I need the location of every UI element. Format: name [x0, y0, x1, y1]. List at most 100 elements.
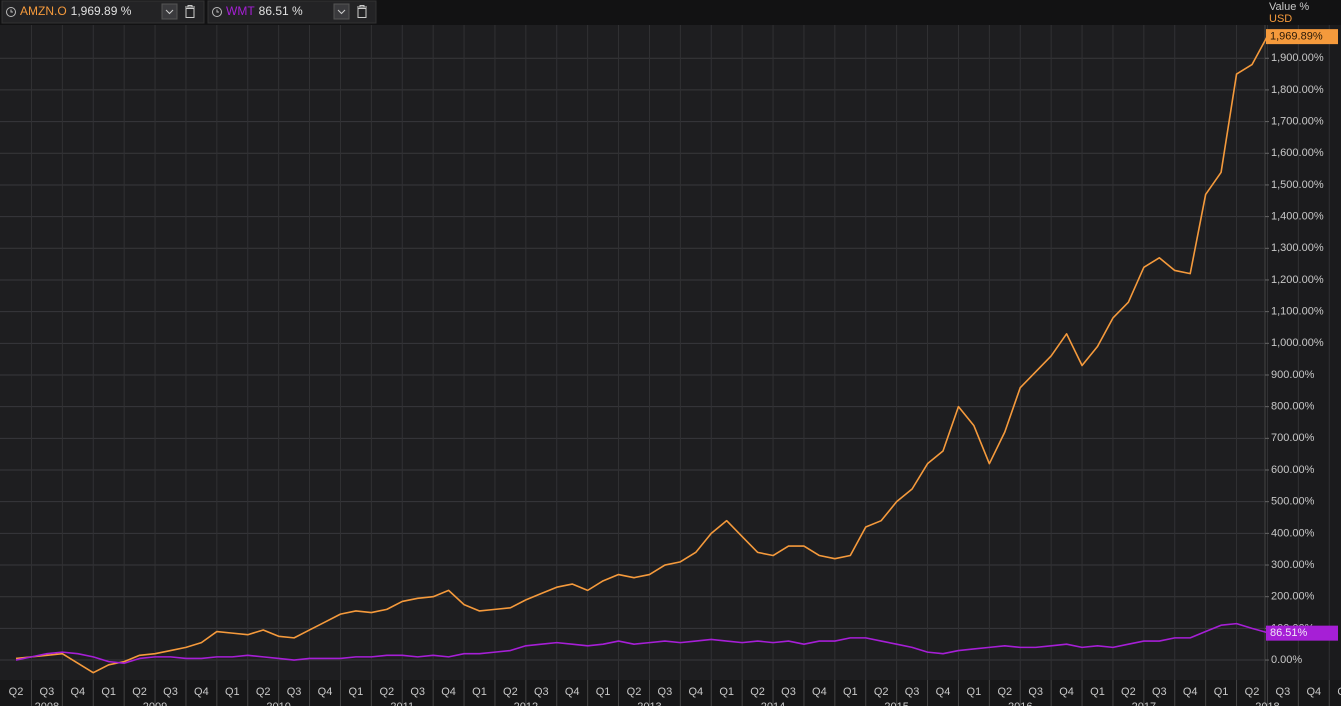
x-tick-label: Q3: [1276, 686, 1291, 698]
clock-hands: [10, 9, 13, 13]
x-tick-label: Q4: [1059, 686, 1074, 698]
x-tick-label: Q1: [101, 686, 116, 698]
x-group-label: 2009: [143, 701, 167, 706]
legend-value: 86.51 %: [259, 4, 303, 18]
x-tick-label: Q4: [688, 686, 703, 698]
legend-name: AMZN.O: [20, 4, 67, 18]
legend: AMZN.O 1,969.89 % WMT 86.51 %: [1, 0, 377, 24]
x-tick-label: Q4: [194, 686, 209, 698]
x-tick-label: Q3: [534, 686, 549, 698]
y-tick-label: 400.00%: [1271, 527, 1315, 539]
x-tick-label: Q2: [997, 686, 1012, 698]
badge-bg: [1266, 29, 1338, 45]
y-tick-label: 200.00%: [1271, 591, 1315, 603]
x-group-label: 2014: [761, 701, 785, 706]
clock-icon: [212, 7, 222, 17]
y-tick-label: 700.00%: [1271, 432, 1315, 444]
x-axis-band: [0, 680, 1341, 706]
legend-chip[interactable]: AMZN.O 1,969.89 %: [1, 0, 205, 24]
x-tick-label: Q4: [318, 686, 333, 698]
x-tick-label: Q2: [750, 686, 765, 698]
clock-icon: [6, 7, 16, 17]
y-axis-label: Value %: [1269, 1, 1309, 13]
grid: [0, 25, 1330, 680]
legend-name: WMT: [226, 4, 255, 18]
y-tick-label: 900.00%: [1271, 369, 1315, 381]
x-group-label: 2012: [514, 701, 538, 706]
x-group-label: 2016: [1008, 701, 1032, 706]
y-tick-label: 1,300.00%: [1271, 242, 1324, 254]
x-tick-label: Q1: [1214, 686, 1229, 698]
x-tick-label: Q2: [874, 686, 889, 698]
y-tick-label: 1,100.00%: [1271, 306, 1324, 318]
x-tick-label: Q1: [967, 686, 982, 698]
y-tick-label: 1,000.00%: [1271, 337, 1324, 349]
clock-hands: [216, 9, 219, 13]
x-group-label: 2013: [637, 701, 661, 706]
series-line: [15, 622, 1268, 665]
series-line: [15, 35, 1269, 674]
x-tick-label: Q2: [379, 686, 394, 698]
x-tick-label: Q3: [781, 686, 796, 698]
x-tick-label: Q4: [1306, 686, 1321, 698]
y-tick-label: 800.00%: [1271, 401, 1315, 413]
legend-value: 1,969.89 %: [71, 4, 132, 18]
x-tick-label: Q3: [658, 686, 673, 698]
x-tick-label: Q1: [472, 686, 487, 698]
x-tick-label: Q3: [163, 686, 178, 698]
x-tick-label: Q3: [1028, 686, 1043, 698]
x-tick-label: Q1: [596, 686, 611, 698]
delete-icon[interactable]: [185, 5, 195, 18]
badge-bg: [1266, 625, 1338, 641]
x-tick-label: Q1: [225, 686, 240, 698]
dropdown-arrow: [165, 9, 174, 15]
last-value-badge: 1,969.89%: [1266, 29, 1338, 45]
y-tick-label: 1,900.00%: [1271, 52, 1324, 64]
y-axis-unit: USD: [1269, 13, 1292, 25]
x-group-label: 2008: [35, 701, 59, 706]
x-tick-label: Q1: [1090, 686, 1105, 698]
x-tick-label: Q2: [1245, 686, 1260, 698]
x-tick-label: Q2: [132, 686, 147, 698]
x-tick-label: Q4: [812, 686, 827, 698]
x-tick-label: Q2: [627, 686, 642, 698]
x-tick-label: Q2: [1121, 686, 1136, 698]
x-tick-label: Q3: [1152, 686, 1167, 698]
y-tick-label: 1,700.00%: [1271, 116, 1324, 128]
x-tick-label: Q4: [441, 686, 456, 698]
x-tick-label: Q4: [70, 686, 85, 698]
x-tick-label: Q2: [503, 686, 518, 698]
dropdown-button[interactable]: [161, 3, 178, 20]
x-tick-label: Q1: [349, 686, 364, 698]
x-group-label: 2010: [266, 701, 290, 706]
y-tick-label: 1,500.00%: [1271, 179, 1324, 191]
x-tick-label: Q4: [936, 686, 951, 698]
badge-label: 86.51%: [1270, 627, 1308, 639]
y-tick-label: 1,600.00%: [1271, 147, 1324, 159]
x-tick-label: Q3: [410, 686, 425, 698]
delete-icon[interactable]: [357, 5, 367, 18]
y-tick-label: 1,200.00%: [1271, 274, 1324, 286]
x-tick-label: Q2: [9, 686, 24, 698]
x-group-label: 2018: [1255, 701, 1279, 706]
x-tick-label: Q1: [719, 686, 734, 698]
x-tick-label: Q3: [40, 686, 55, 698]
chip-bg: [1, 0, 205, 24]
x-tick-label: Q4: [1183, 686, 1198, 698]
badge-label: 1,969.89%: [1270, 31, 1323, 43]
x-tick-label: Q3: [287, 686, 302, 698]
legend-chip[interactable]: WMT 86.51 %: [207, 0, 377, 24]
y-tick-label: 0.00%: [1271, 654, 1302, 666]
dropdown-arrow: [337, 9, 346, 15]
x-tick-label: Q2: [256, 686, 271, 698]
y-tick-label: 300.00%: [1271, 559, 1315, 571]
x-group-label: 2011: [390, 701, 414, 706]
y-tick-label: 1,800.00%: [1271, 84, 1324, 96]
dropdown-button[interactable]: [333, 3, 350, 20]
lines: [15, 35, 1269, 674]
x-tick-label: Q3: [905, 686, 920, 698]
y-tick-label: 500.00%: [1271, 496, 1315, 508]
x-tick-label: Q1: [843, 686, 858, 698]
